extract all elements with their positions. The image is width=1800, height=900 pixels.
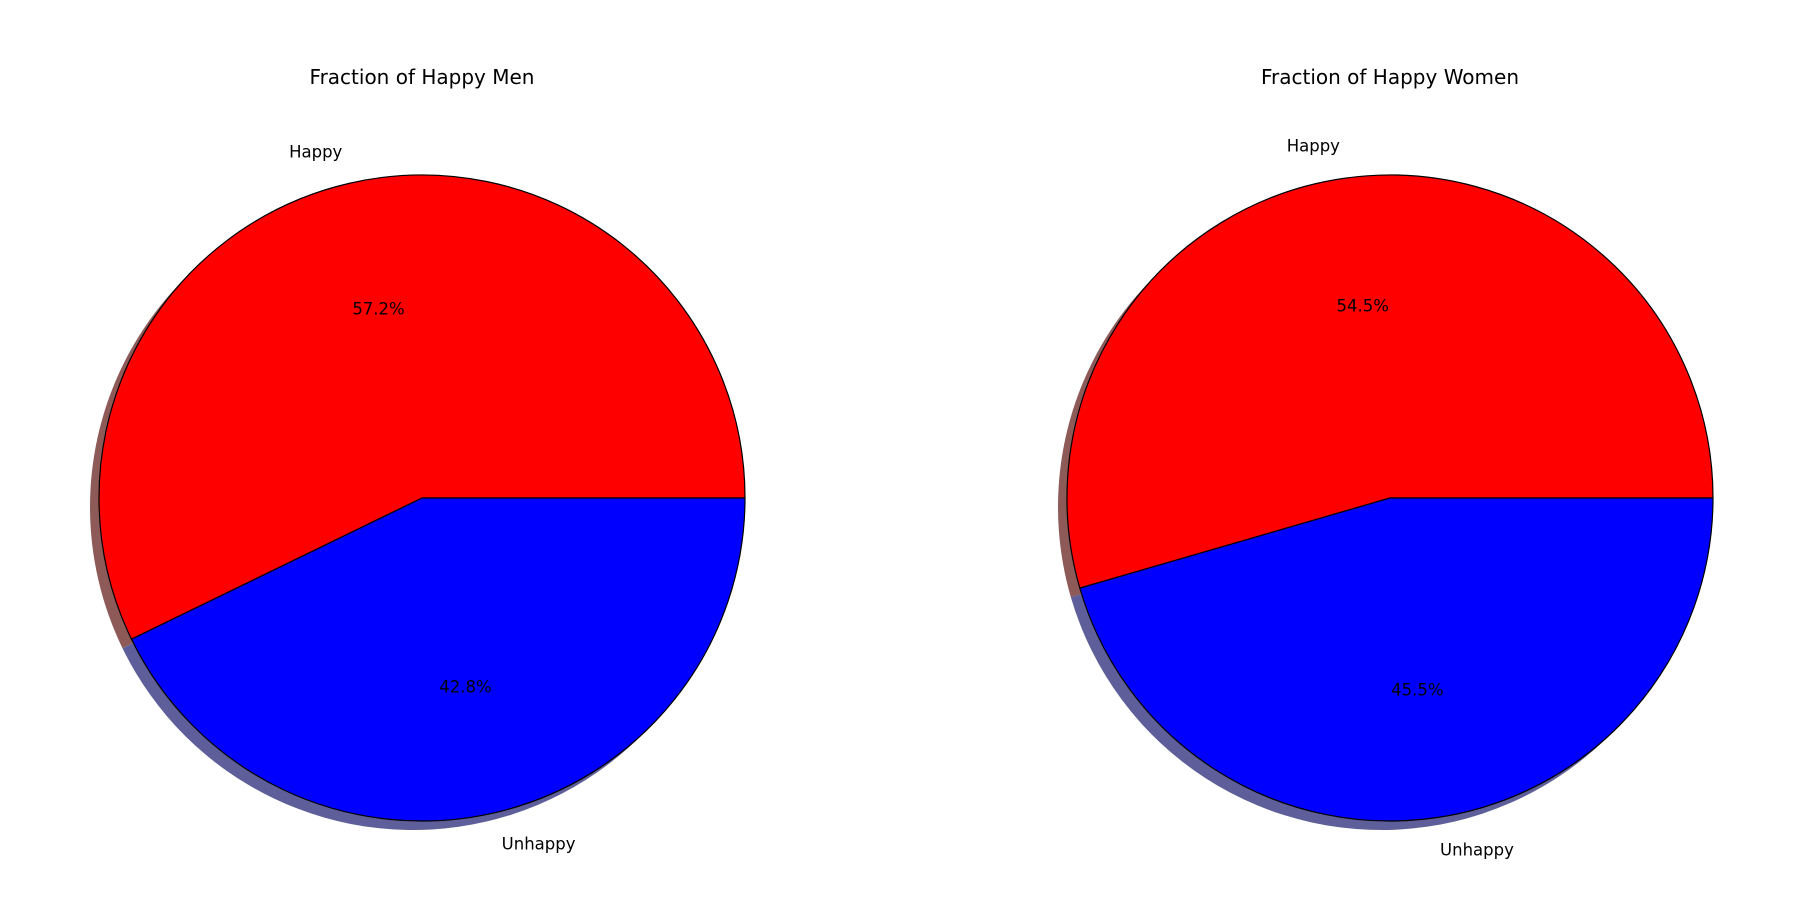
pct-label-happy: 54.5% [1336,297,1388,316]
pie-slice-unhappy [1079,497,1714,822]
slice-label-happy: Happy [1287,137,1340,156]
pie-chart-2: Happy 54.5% Unhappy 45.5% Fraction of Happy … [1058,65,1714,859]
chart-title: Fraction of Happy Women [1261,65,1519,89]
pct-label-unhappy: 45.5% [1391,680,1443,699]
pie-slice-happy [98,174,746,640]
pct-label-unhappy: 42.8% [439,677,491,696]
pie-slice-unhappy [130,497,746,822]
slice-label-unhappy: Unhappy [502,835,576,854]
chart-title: Fraction of Happy Men [310,65,535,89]
pie-slice-happy [1066,174,1714,589]
pct-label-happy: 57.2% [352,300,404,319]
slice-label-unhappy: Unhappy [1440,840,1514,859]
slice-label-happy: Happy [289,142,342,161]
pie-chart-1: Happy 57.2% Unhappy 42.8% Fraction of Happy … [89,65,746,854]
